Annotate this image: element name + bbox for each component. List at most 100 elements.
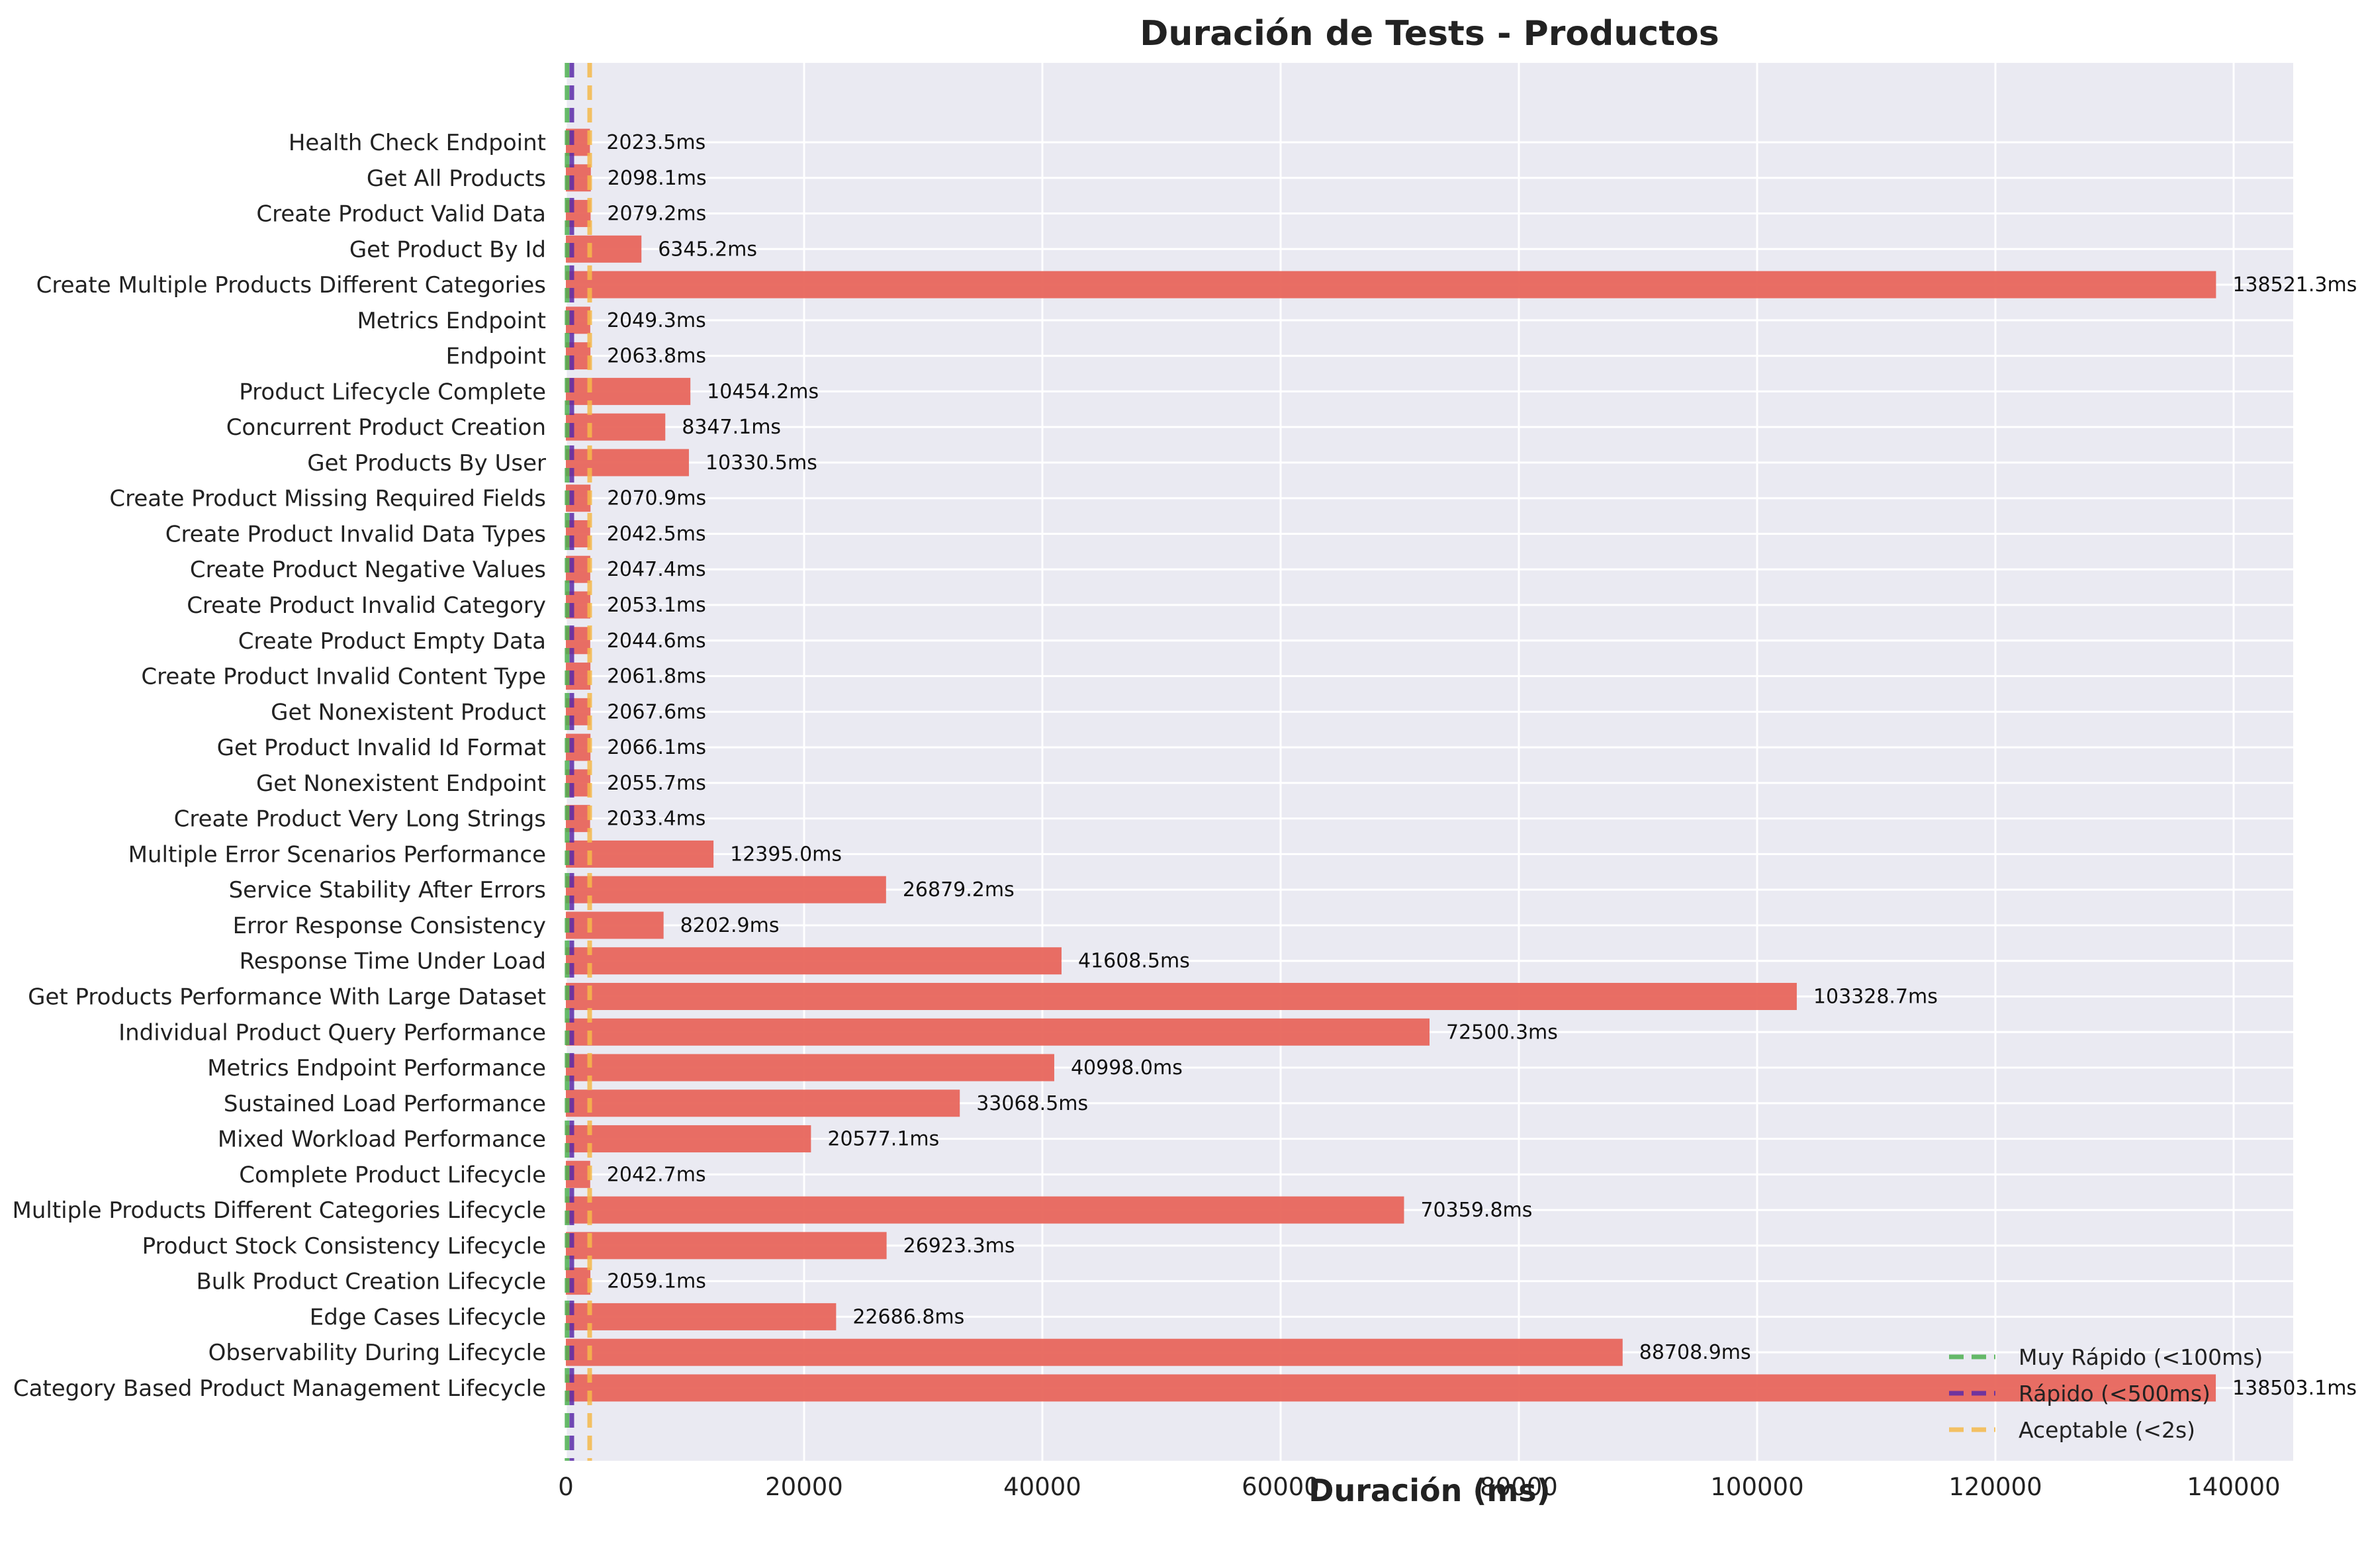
x-tick-label: 60000 xyxy=(1242,1473,1320,1501)
value-label: 2061.8ms xyxy=(607,665,706,688)
category-label: Individual Product Query Performance xyxy=(118,1019,546,1046)
plot-area: 0 20000 40000 60000 80000 100000 120000 140000 H… xyxy=(12,63,2357,1501)
category-label: Response Time Under Load xyxy=(240,948,546,975)
category-label: Category Based Product Management Lifecy… xyxy=(13,1375,546,1402)
value-label: 2098.1ms xyxy=(608,167,707,190)
x-tick-label: 100000 xyxy=(1710,1473,1803,1501)
category-label: Create Product Negative Values xyxy=(190,557,546,583)
category-label: Endpoint xyxy=(446,344,546,370)
category-label: Edge Cases Lifecycle xyxy=(310,1304,546,1330)
category-label: Bulk Product Creation Lifecycle xyxy=(196,1269,546,1295)
bar xyxy=(566,449,689,477)
value-label: 138503.1ms xyxy=(2232,1377,2357,1400)
chart-title: Duración de Tests - Productos xyxy=(1140,14,1719,54)
value-label: 20577.1ms xyxy=(827,1128,939,1151)
category-label: Service Stability After Errors xyxy=(229,877,546,903)
category-label: Create Product Invalid Content Type xyxy=(141,664,546,690)
category-label: Multiple Error Scenarios Performance xyxy=(128,841,546,868)
category-label: Complete Product Lifecycle xyxy=(239,1162,546,1188)
value-label: 2047.4ms xyxy=(607,558,706,581)
value-label: 2067.6ms xyxy=(607,700,706,723)
value-label: 8347.1ms xyxy=(682,416,781,439)
category-label: Metrics Endpoint Performance xyxy=(207,1055,546,1082)
value-label: 8202.9ms xyxy=(680,914,780,937)
x-tick-label: 80000 xyxy=(1480,1473,1558,1501)
value-label: 2023.5ms xyxy=(606,131,705,154)
bar xyxy=(566,876,886,903)
value-label: 70359.8ms xyxy=(1420,1199,1532,1222)
value-label: 138521.3ms xyxy=(2232,273,2357,297)
legend-label: Muy Rápido (<100ms) xyxy=(2019,1344,2263,1370)
value-label: 40998.0ms xyxy=(1071,1056,1183,1080)
category-label: Get Products By User xyxy=(307,450,546,477)
bar xyxy=(566,1338,1623,1366)
value-label: 2053.1ms xyxy=(607,594,706,617)
value-label: 2066.1ms xyxy=(607,736,706,759)
value-label: 2079.2ms xyxy=(607,203,706,226)
category-label: Create Product Missing Required Fields xyxy=(109,486,546,512)
value-label: 41608.5ms xyxy=(1078,950,1190,973)
category-label: Create Product Valid Data xyxy=(256,201,546,228)
value-label: 26923.3ms xyxy=(903,1234,1015,1258)
category-label: Create Product Very Long Strings xyxy=(174,806,546,833)
category-label: Get Nonexistent Product xyxy=(271,699,546,725)
value-label: 2042.7ms xyxy=(607,1163,706,1186)
bar xyxy=(566,1196,1404,1224)
category-label: Error Response Consistency xyxy=(233,913,546,939)
value-label: 2070.9ms xyxy=(607,487,706,510)
value-label: 2044.6ms xyxy=(607,629,706,653)
category-label: Metrics Endpoint xyxy=(357,308,546,334)
value-label: 10454.2ms xyxy=(707,380,819,403)
bar xyxy=(566,1374,2216,1402)
value-label: 26879.2ms xyxy=(903,878,1015,901)
x-tick-label: 0 xyxy=(558,1473,574,1501)
value-label: 12395.0ms xyxy=(730,843,842,866)
category-label: Create Product Invalid Category xyxy=(187,592,546,619)
value-label: 103328.7ms xyxy=(1813,985,1938,1008)
x-axis-label: Duración (ms) xyxy=(1308,1473,1550,1508)
value-label: 2042.5ms xyxy=(607,522,706,545)
category-label: Create Product Invalid Data Types xyxy=(165,521,546,547)
x-tick-label: 120000 xyxy=(1948,1473,2042,1501)
bar xyxy=(566,947,1062,975)
legend-label: Rápido (<500ms) xyxy=(2019,1381,2210,1407)
value-label: 6345.2ms xyxy=(658,238,757,261)
value-label: 33068.5ms xyxy=(976,1092,1088,1115)
value-label: 2033.4ms xyxy=(607,807,706,831)
value-label: 2063.8ms xyxy=(607,345,706,368)
value-label: 72500.3ms xyxy=(1446,1021,1558,1044)
category-label: Create Product Empty Data xyxy=(238,628,546,655)
value-label: 88708.9ms xyxy=(1639,1341,1751,1364)
bar xyxy=(566,235,642,263)
value-label: 2055.7ms xyxy=(607,772,706,795)
category-label: Product Stock Consistency Lifecycle xyxy=(142,1233,546,1260)
bar xyxy=(566,805,590,833)
category-label: Health Check Endpoint xyxy=(289,130,546,156)
legend-label: Aceptable (<2s) xyxy=(2019,1417,2195,1443)
bar xyxy=(566,128,590,156)
bar xyxy=(566,1303,837,1330)
value-label: 2049.3ms xyxy=(607,309,706,332)
value-label: 2059.1ms xyxy=(607,1270,706,1293)
category-label: Get Nonexistent Endpoint xyxy=(256,770,546,797)
category-label: Sustained Load Performance xyxy=(224,1091,546,1117)
bar xyxy=(566,1018,1430,1046)
bar xyxy=(566,413,666,441)
legend: Muy Rápido (<100ms) Rápido (<500ms) Acepta… xyxy=(1949,1344,2263,1443)
category-label: Product Lifecycle Complete xyxy=(239,379,546,405)
bar xyxy=(566,982,1797,1010)
bar xyxy=(566,911,664,939)
value-label: 10330.5ms xyxy=(705,451,817,475)
bar xyxy=(566,1125,811,1153)
bar xyxy=(566,271,2216,299)
category-label: Get Product Invalid Id Format xyxy=(217,735,546,761)
category-label: Multiple Products Different Categories L… xyxy=(12,1197,546,1224)
category-label: Get Products Performance With Large Data… xyxy=(28,984,546,1010)
category-label: Observability During Lifecycle xyxy=(208,1340,546,1366)
bar xyxy=(566,1054,1054,1082)
category-label: Mixed Workload Performance xyxy=(218,1127,546,1153)
bar xyxy=(566,377,691,405)
bar xyxy=(566,1089,960,1117)
category-label: Concurrent Product Creation xyxy=(226,414,546,441)
